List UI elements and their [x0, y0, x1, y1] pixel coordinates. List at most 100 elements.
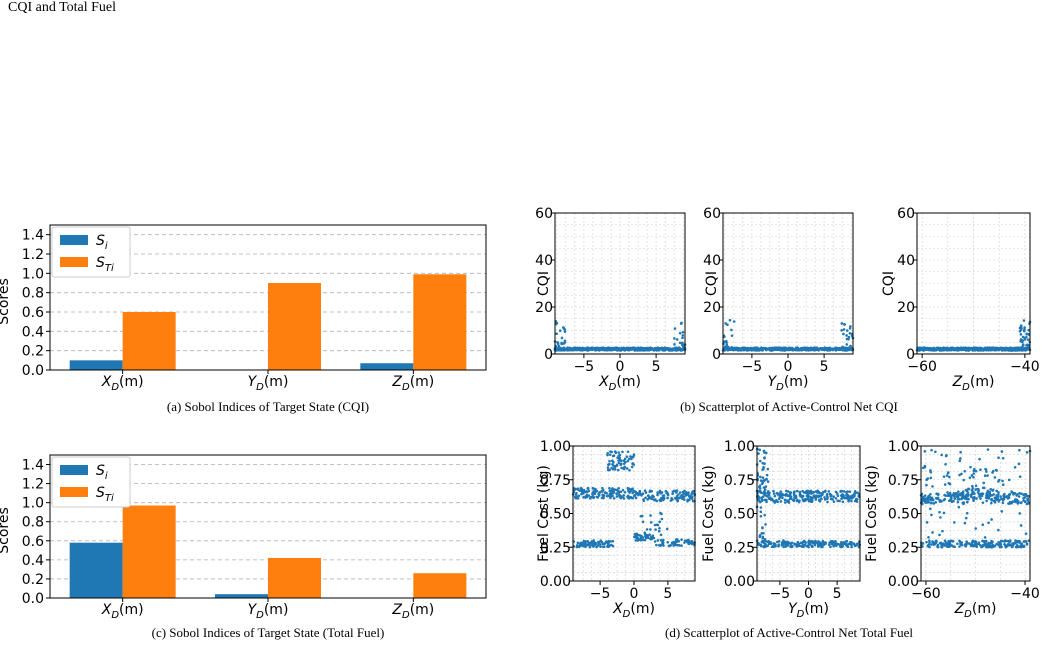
data-point	[990, 518, 993, 521]
data-point	[993, 476, 997, 479]
y-tick-label: 0.00	[724, 574, 755, 590]
data-point	[761, 476, 765, 480]
data-point	[763, 488, 767, 491]
data-point	[656, 523, 660, 527]
data-point	[1008, 500, 1012, 504]
data-point	[991, 489, 994, 492]
data-point	[927, 539, 931, 542]
caption-c: (c) Sobol Indices of Target State (Total…	[152, 625, 385, 640]
data-point	[1023, 326, 1026, 329]
data-point	[592, 544, 595, 548]
y-tick-label: 1.4	[22, 458, 44, 474]
data-point	[603, 491, 607, 495]
data-point	[766, 544, 770, 548]
data-point	[615, 495, 619, 498]
data-point	[949, 539, 952, 543]
data-point	[1026, 343, 1030, 347]
data-point	[759, 459, 762, 463]
data-point	[938, 510, 941, 514]
data-point	[972, 475, 975, 479]
data-point	[841, 500, 845, 504]
data-point	[631, 491, 634, 495]
data-point	[598, 491, 601, 494]
data-point	[625, 467, 629, 470]
scatter-b3: 0 20 40 60 −60 −40 ZD(m) CQI	[881, 206, 1040, 393]
data-point	[1018, 448, 1021, 452]
data-point	[751, 347, 755, 350]
data-point	[612, 497, 616, 500]
data-point	[780, 543, 784, 547]
data-point	[1017, 495, 1021, 498]
data-point	[776, 500, 779, 504]
data-point	[960, 543, 964, 547]
y-tick-label: 20	[535, 300, 553, 316]
data-point	[1026, 347, 1029, 351]
data-point	[834, 541, 837, 544]
data-point	[960, 472, 963, 476]
data-point	[1001, 456, 1005, 460]
data-point	[819, 541, 822, 544]
data-point	[632, 453, 636, 456]
data-point	[963, 521, 967, 525]
data-point	[554, 345, 558, 349]
legend-label: Si	[96, 463, 108, 482]
data-point	[971, 486, 975, 490]
data-point	[587, 489, 591, 493]
data-point	[997, 540, 1000, 544]
data-point	[779, 500, 783, 503]
data-point	[628, 468, 631, 472]
data-point	[666, 491, 669, 494]
data-point	[779, 494, 782, 498]
data-point	[766, 467, 770, 471]
data-point	[948, 482, 952, 486]
data-point	[956, 500, 960, 504]
data-point	[656, 493, 659, 497]
data-point	[952, 545, 955, 548]
data-point	[825, 346, 829, 350]
data-point	[970, 347, 974, 350]
data-point	[818, 491, 822, 495]
data-point	[989, 488, 993, 491]
data-point	[577, 348, 580, 352]
data-point	[671, 541, 675, 544]
data-point	[595, 545, 598, 549]
data-point	[762, 465, 765, 469]
y-axis-label: Fuel Cost (kg)	[701, 465, 717, 562]
data-point	[658, 520, 662, 524]
data-point	[845, 334, 848, 337]
y-tick-label: 0.2	[22, 344, 44, 360]
data-point	[626, 346, 630, 350]
data-point	[990, 545, 993, 549]
bar	[69, 542, 123, 598]
scatter-b2: 0 20 40 60 −5 0 5 YD(m) CQI	[703, 206, 855, 393]
data-point	[781, 496, 784, 500]
data-point	[725, 341, 728, 345]
data-point	[672, 544, 675, 547]
data-point	[816, 489, 819, 493]
data-point	[621, 488, 625, 492]
data-point	[843, 322, 846, 326]
data-point	[928, 507, 932, 511]
data-point	[788, 497, 792, 501]
data-point	[827, 543, 831, 547]
data-point	[765, 477, 768, 481]
x-tick-label: −60	[911, 586, 941, 602]
data-point	[730, 328, 733, 332]
data-point	[944, 454, 948, 458]
data-point	[939, 516, 942, 519]
data-point	[666, 493, 670, 497]
data-point	[829, 497, 833, 501]
data-point	[760, 348, 764, 352]
data-point	[978, 543, 982, 547]
caption-d: (d) Scatterplot of Active-Control Net To…	[665, 625, 913, 640]
data-point	[969, 465, 972, 469]
data-point	[934, 539, 938, 543]
data-point	[753, 347, 757, 351]
data-point	[941, 348, 945, 352]
data-point	[796, 540, 800, 544]
data-point	[792, 492, 796, 495]
data-point	[985, 470, 988, 473]
data-point	[563, 339, 567, 343]
data-point	[984, 468, 988, 471]
y-tick-label: 0.0	[22, 591, 44, 607]
